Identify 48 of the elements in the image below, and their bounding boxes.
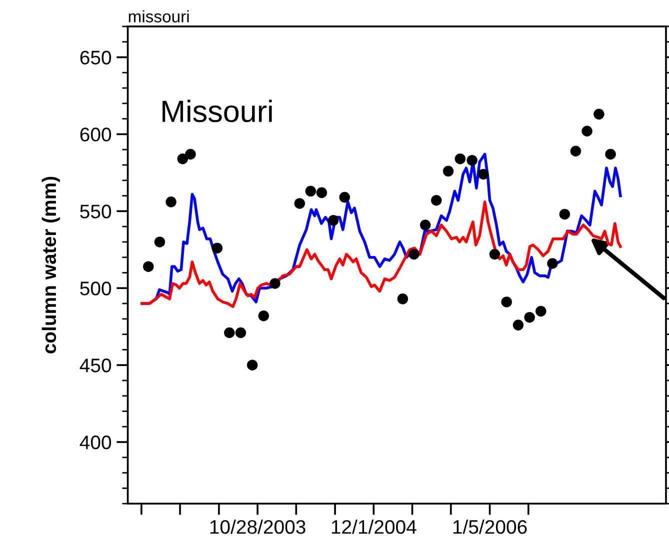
- point: [224, 327, 235, 338]
- point: [143, 261, 154, 272]
- point: [305, 186, 316, 197]
- y-tick-label: 500: [80, 282, 112, 296]
- point: [489, 248, 500, 260]
- point: [177, 153, 188, 164]
- point: [408, 248, 420, 260]
- line-series: [140, 200, 622, 308]
- annotation: Missouri: [162, 100, 272, 122]
- y-tick-label: 650: [80, 50, 112, 64]
- point: [212, 242, 223, 254]
- point: [185, 148, 196, 160]
- point: [512, 320, 524, 330]
- point: [442, 166, 454, 177]
- point: [154, 236, 166, 248]
- point: [466, 154, 478, 166]
- x-tick-label: 1/5/2006: [453, 520, 527, 534]
- point: [524, 312, 535, 323]
- point: [339, 192, 350, 203]
- y-axis-title: column water (mm): [42, 176, 60, 354]
- y-tick-label: 550: [80, 204, 112, 218]
- point: [166, 196, 176, 208]
- point: [478, 168, 489, 180]
- point: [454, 153, 466, 164]
- point: [270, 278, 280, 289]
- point: [235, 327, 246, 338]
- point: [535, 306, 546, 317]
- point: [246, 360, 258, 370]
- point: [316, 187, 328, 198]
- x-tick-label: 10/28/2003: [210, 520, 306, 534]
- point: [328, 215, 339, 226]
- point: [430, 195, 442, 206]
- y-tick-label: 600: [80, 128, 112, 142]
- point: [294, 198, 306, 209]
- point: [594, 108, 604, 120]
- point: [559, 208, 570, 220]
- x-tick-label: 12/1/2004: [332, 520, 416, 534]
- point: [582, 126, 592, 136]
- point: [547, 258, 558, 269]
- point: [258, 310, 270, 322]
- point: [605, 148, 616, 160]
- point: [397, 294, 408, 304]
- point: [420, 220, 431, 230]
- point: [501, 296, 512, 308]
- chart-title: missouri: [128, 10, 189, 22]
- y-tick-label: 450: [80, 358, 112, 372]
- y-tick-label: 400: [80, 436, 112, 450]
- point: [570, 146, 582, 157]
